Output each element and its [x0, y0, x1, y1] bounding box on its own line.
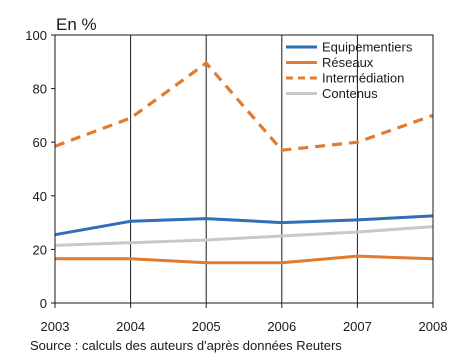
series-layer	[54, 61, 434, 265]
y-tick-label: 40	[33, 189, 47, 204]
y-tick-label: 20	[33, 242, 47, 257]
legend-label-r-seaux: Réseaux	[322, 55, 374, 70]
y-tick-label: 0	[40, 296, 47, 311]
source-note: Source : calculs des auteurs d'après don…	[30, 338, 342, 353]
series-line-equipementiers	[54, 214, 434, 237]
x-tick-label: 2008	[419, 319, 448, 334]
y-tick-label: 100	[25, 28, 47, 43]
y-tick-label: 60	[33, 135, 47, 150]
unit-label: En %	[56, 15, 97, 34]
series-line-contenus	[54, 225, 434, 247]
x-tick-label: 2005	[192, 319, 221, 334]
legend-label-equipementiers: Equipementiers	[322, 40, 413, 55]
axis-layer: 2003 2004 2005 2006 2007 2008 0 20 40 60 80 100	[25, 28, 447, 334]
x-tick-label: 2007	[343, 319, 372, 334]
legend: EquipementiersRéseauxIntermédiationConte…	[286, 40, 413, 101]
x-tick-label: 2006	[267, 319, 296, 334]
series-line-interm-diation	[54, 61, 434, 152]
x-tick-label: 2003	[41, 319, 70, 334]
series-line-r-seaux	[55, 254, 434, 265]
legend-label-interm-diation: Intermédiation	[322, 71, 404, 86]
line-chart: En % 2003 2004 2005 2006 2007 2008 0 20 40 60 80 10…	[25, 15, 447, 334]
plot-frame	[54, 34, 434, 304]
legend-label-contenus: Contenus	[322, 86, 378, 101]
x-tick-label: 2004	[116, 319, 145, 334]
y-tick-label: 80	[33, 82, 47, 97]
